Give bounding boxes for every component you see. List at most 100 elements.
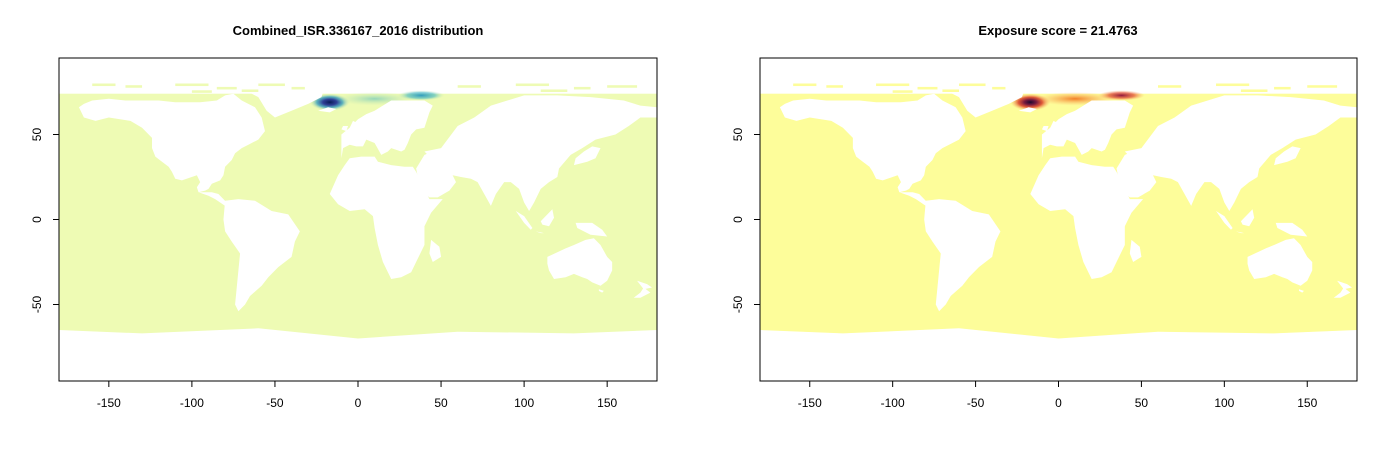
fringe-cell xyxy=(793,83,817,87)
fringe-cell xyxy=(258,83,285,87)
fringe-cell xyxy=(92,83,116,87)
fringe-cell xyxy=(1240,89,1268,92)
land-region xyxy=(1247,238,1313,286)
land-region xyxy=(779,93,966,193)
fringe-cell xyxy=(125,85,143,88)
land-mask xyxy=(59,78,657,373)
land-region xyxy=(349,120,360,135)
land-region xyxy=(515,211,533,230)
x-tick-label: -150 xyxy=(798,396,822,410)
fringe-cell xyxy=(917,86,938,90)
fringe-cell xyxy=(191,90,212,93)
fringe-cell xyxy=(942,89,959,92)
land-region xyxy=(637,280,653,290)
x-tick-label: -50 xyxy=(967,396,985,410)
land-region xyxy=(1337,280,1353,290)
y-axis: -50 0 50 xyxy=(30,128,59,314)
y-tick-label: 50 xyxy=(30,128,44,142)
arctic-fringe xyxy=(92,83,638,93)
x-tick-label: 0 xyxy=(1055,396,1062,410)
fringe-cell xyxy=(992,86,1006,90)
exposure-map-panel: Exposure score = 21.4763 -150 -100 -50 0 50 1… xyxy=(731,23,1358,410)
land-region xyxy=(78,93,265,193)
fringe-cell xyxy=(1216,83,1250,87)
fringe-cell xyxy=(515,83,550,87)
land-region xyxy=(429,239,442,262)
x-tick-label: 150 xyxy=(597,396,617,410)
x-tick-label: -100 xyxy=(180,396,204,410)
land-region xyxy=(59,328,657,373)
fringe-cell xyxy=(1274,86,1291,90)
land-region xyxy=(318,107,337,113)
fringe-cell xyxy=(291,86,305,90)
x-tick-label: 100 xyxy=(514,396,534,410)
land-region xyxy=(1124,95,1357,211)
x-axis: -150 -100 -50 0 50 100 150 xyxy=(97,381,617,410)
fringe-cell xyxy=(175,83,209,87)
x-tick-label: 0 xyxy=(355,396,362,410)
land-region xyxy=(760,328,1357,373)
land-region xyxy=(1018,107,1037,113)
fringe-cell xyxy=(457,85,481,88)
y-tick-label: -50 xyxy=(731,296,745,314)
fringe-cell xyxy=(216,86,237,90)
land-region xyxy=(1030,156,1144,279)
land-region xyxy=(341,126,349,132)
land-region xyxy=(535,231,550,234)
fringe-cell xyxy=(607,85,638,88)
land-region xyxy=(1333,287,1351,298)
y-tick-label: 0 xyxy=(30,216,44,223)
x-tick-label: -100 xyxy=(881,396,905,410)
land-region xyxy=(1129,239,1142,262)
fringe-cell xyxy=(826,85,843,88)
land-region xyxy=(1298,289,1304,293)
land-region xyxy=(540,209,555,227)
y-tick-label: 0 xyxy=(731,216,745,223)
fringe-cell xyxy=(959,83,986,87)
arctic-fringe xyxy=(793,83,1338,93)
chart-title: Combined_ISR.336167_2016 distribution xyxy=(233,23,484,38)
land-region xyxy=(1050,120,1061,135)
land-region xyxy=(1275,222,1308,237)
y-tick-label: 50 xyxy=(731,128,745,142)
land-region xyxy=(223,199,300,312)
land-region xyxy=(1240,209,1255,227)
land-region xyxy=(1216,211,1233,230)
land-region xyxy=(1041,126,1049,132)
hotspot-3 xyxy=(397,90,445,101)
fringe-cell xyxy=(1307,85,1338,88)
fringe-cell xyxy=(540,89,568,92)
fringe-cell xyxy=(876,83,910,87)
x-axis: -150 -100 -50 0 50 100 150 xyxy=(798,381,1318,410)
land-region xyxy=(598,289,604,293)
x-tick-label: 50 xyxy=(434,396,448,410)
fringe-cell xyxy=(573,86,591,90)
hotspot-3 xyxy=(1098,90,1145,101)
land-region xyxy=(1235,231,1250,234)
land-region xyxy=(633,287,651,298)
land-region xyxy=(424,95,657,211)
land-region xyxy=(899,192,930,206)
land-region xyxy=(924,199,1001,312)
fringe-cell xyxy=(241,89,259,92)
land-mask xyxy=(760,78,1357,373)
land-region xyxy=(416,151,457,198)
land-region xyxy=(329,156,443,279)
x-tick-label: 50 xyxy=(1135,396,1149,410)
fringe-cell xyxy=(892,90,913,93)
land-region xyxy=(1274,146,1301,166)
land-region xyxy=(341,100,433,159)
y-axis: -50 0 50 xyxy=(731,128,760,314)
x-tick-label: -150 xyxy=(97,396,121,410)
chart-title: Exposure score = 21.4763 xyxy=(978,23,1137,38)
land-region xyxy=(547,238,613,286)
y-tick-label: -50 xyxy=(30,296,44,314)
land-region xyxy=(198,192,229,206)
land-region xyxy=(573,146,601,166)
distribution-map-panel: Combined_ISR.336167_2016 distribution -1… xyxy=(30,23,658,410)
x-tick-label: -50 xyxy=(266,396,284,410)
fringe-cell xyxy=(1158,85,1182,88)
land-region xyxy=(575,222,608,237)
x-tick-label: 150 xyxy=(1297,396,1317,410)
